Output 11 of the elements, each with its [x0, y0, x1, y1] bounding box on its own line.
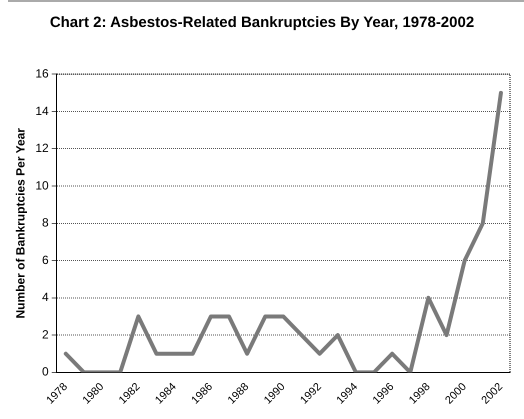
y-axis-title: Number of Bankruptcies Per Year: [14, 128, 28, 319]
y-tick-label: 14: [35, 104, 50, 118]
y-tick-label: 0: [42, 364, 50, 379]
y-tick-label: 12: [35, 141, 50, 156]
y-tick-label: 16: [35, 66, 50, 81]
y-tick-label: 8: [42, 216, 50, 230]
chart-title: Chart 2: Asbestos-Related Bankruptcies By Year, 1978-2002: [48, 13, 476, 33]
y-tick-label: 10: [35, 178, 50, 192]
y-tick-label: 6: [42, 252, 50, 267]
y-tick-label: 2: [42, 327, 50, 342]
y-tick-label: 4: [42, 290, 50, 304]
